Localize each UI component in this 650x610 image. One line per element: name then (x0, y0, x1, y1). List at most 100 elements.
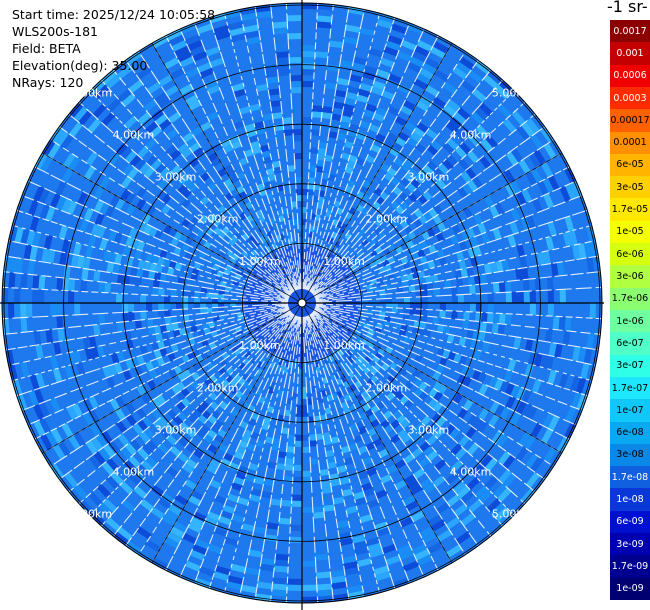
scan-cell (73, 350, 82, 364)
scan-cell (55, 130, 69, 147)
scan-cell (392, 141, 404, 152)
scan-cell (323, 438, 332, 446)
scan-cell (529, 290, 536, 303)
scan-cell (166, 207, 176, 218)
scan-cell (347, 356, 355, 364)
scan-cell (291, 201, 297, 208)
scan-cell (188, 157, 200, 168)
scan-cell (469, 303, 476, 313)
scan-cell (446, 544, 463, 558)
scan-cell (112, 263, 121, 274)
scan-cell (494, 202, 505, 216)
scan-cell (583, 241, 593, 258)
scan-cell (400, 39, 417, 51)
scan-cell (75, 267, 83, 280)
scan-cell (504, 382, 515, 396)
ray-gap (309, 314, 466, 555)
scan-cell (244, 30, 260, 39)
scan-cell (328, 237, 335, 245)
scan-cell (164, 84, 179, 97)
scan-cell (481, 303, 488, 313)
scan-cell (100, 430, 113, 445)
scan-cell (260, 228, 267, 236)
scan-cell (73, 106, 88, 122)
scan-cell (292, 392, 298, 399)
scan-cell (272, 112, 283, 120)
scan-cell (217, 375, 226, 384)
scan-cell (426, 228, 436, 238)
scan-cell (73, 432, 86, 447)
scan-cell (275, 51, 290, 59)
scan-cell (152, 279, 160, 288)
scan-cell (466, 329, 474, 340)
scan-cell (219, 359, 228, 368)
scan-cell (200, 303, 207, 309)
scan-cell (498, 313, 506, 325)
scan-cell (465, 426, 477, 439)
scan-cell (164, 303, 171, 311)
scan-cell (542, 177, 555, 194)
scan-cell (231, 253, 239, 261)
scan-cell (414, 548, 430, 561)
scan-cell (20, 273, 28, 289)
scan-cell (286, 15, 302, 22)
scan-cell (142, 353, 151, 364)
scan-cell (367, 427, 377, 437)
scan-cell (346, 85, 360, 95)
scan-cell (167, 267, 175, 276)
scan-cell (298, 362, 302, 369)
scan-cell (439, 256, 447, 266)
scan-cell (85, 151, 99, 166)
scan-cell (204, 378, 213, 388)
scan-cell (15, 332, 24, 349)
scan-cell (435, 364, 445, 374)
scan-cell (467, 442, 480, 456)
scan-cell (167, 352, 176, 362)
scan-cell (178, 327, 187, 336)
scan-cell (419, 276, 427, 285)
scan-cell (302, 410, 308, 417)
scan-cell (115, 142, 129, 156)
scan-cell (458, 435, 470, 448)
scan-cell (504, 183, 516, 197)
scan-cell (365, 253, 373, 261)
scan-cell (425, 275, 433, 284)
scan-cell (94, 212, 105, 226)
scan-cell (162, 412, 173, 424)
scan-cell (402, 99, 416, 111)
scan-cell (419, 95, 433, 107)
scan-cell (347, 371, 355, 379)
ray-gap (307, 315, 439, 571)
scan-cell (238, 253, 246, 261)
scan-cell (109, 182, 121, 195)
scan-cell (468, 93, 483, 107)
scan-cell (422, 482, 436, 495)
scan-cell (560, 246, 569, 262)
ray-gap (165, 35, 297, 291)
scan-cell (174, 494, 188, 506)
scan-cell (468, 390, 479, 402)
scan-cell (362, 366, 370, 375)
scan-cell (132, 422, 144, 436)
scan-cell (177, 452, 190, 464)
scan-cell (105, 517, 121, 532)
scan-cell (460, 268, 468, 278)
scan-cell (454, 464, 468, 477)
scan-cell (262, 484, 273, 493)
scan-cell (241, 233, 250, 241)
scan-cell (240, 12, 257, 22)
scan-cell (68, 102, 84, 118)
scan-cell (483, 74, 499, 89)
scan-cell (380, 474, 392, 484)
scan-cell (406, 273, 414, 281)
scan-cell (294, 440, 302, 447)
ray-gap (193, 22, 298, 291)
scan-cell (275, 553, 289, 561)
scan-cell (181, 110, 194, 122)
scan-cell (443, 489, 457, 502)
scan-cell (68, 155, 81, 171)
scan-cell (547, 415, 560, 431)
scan-cell (162, 123, 175, 136)
scan-cell (336, 169, 345, 178)
scan-cell (236, 270, 244, 277)
